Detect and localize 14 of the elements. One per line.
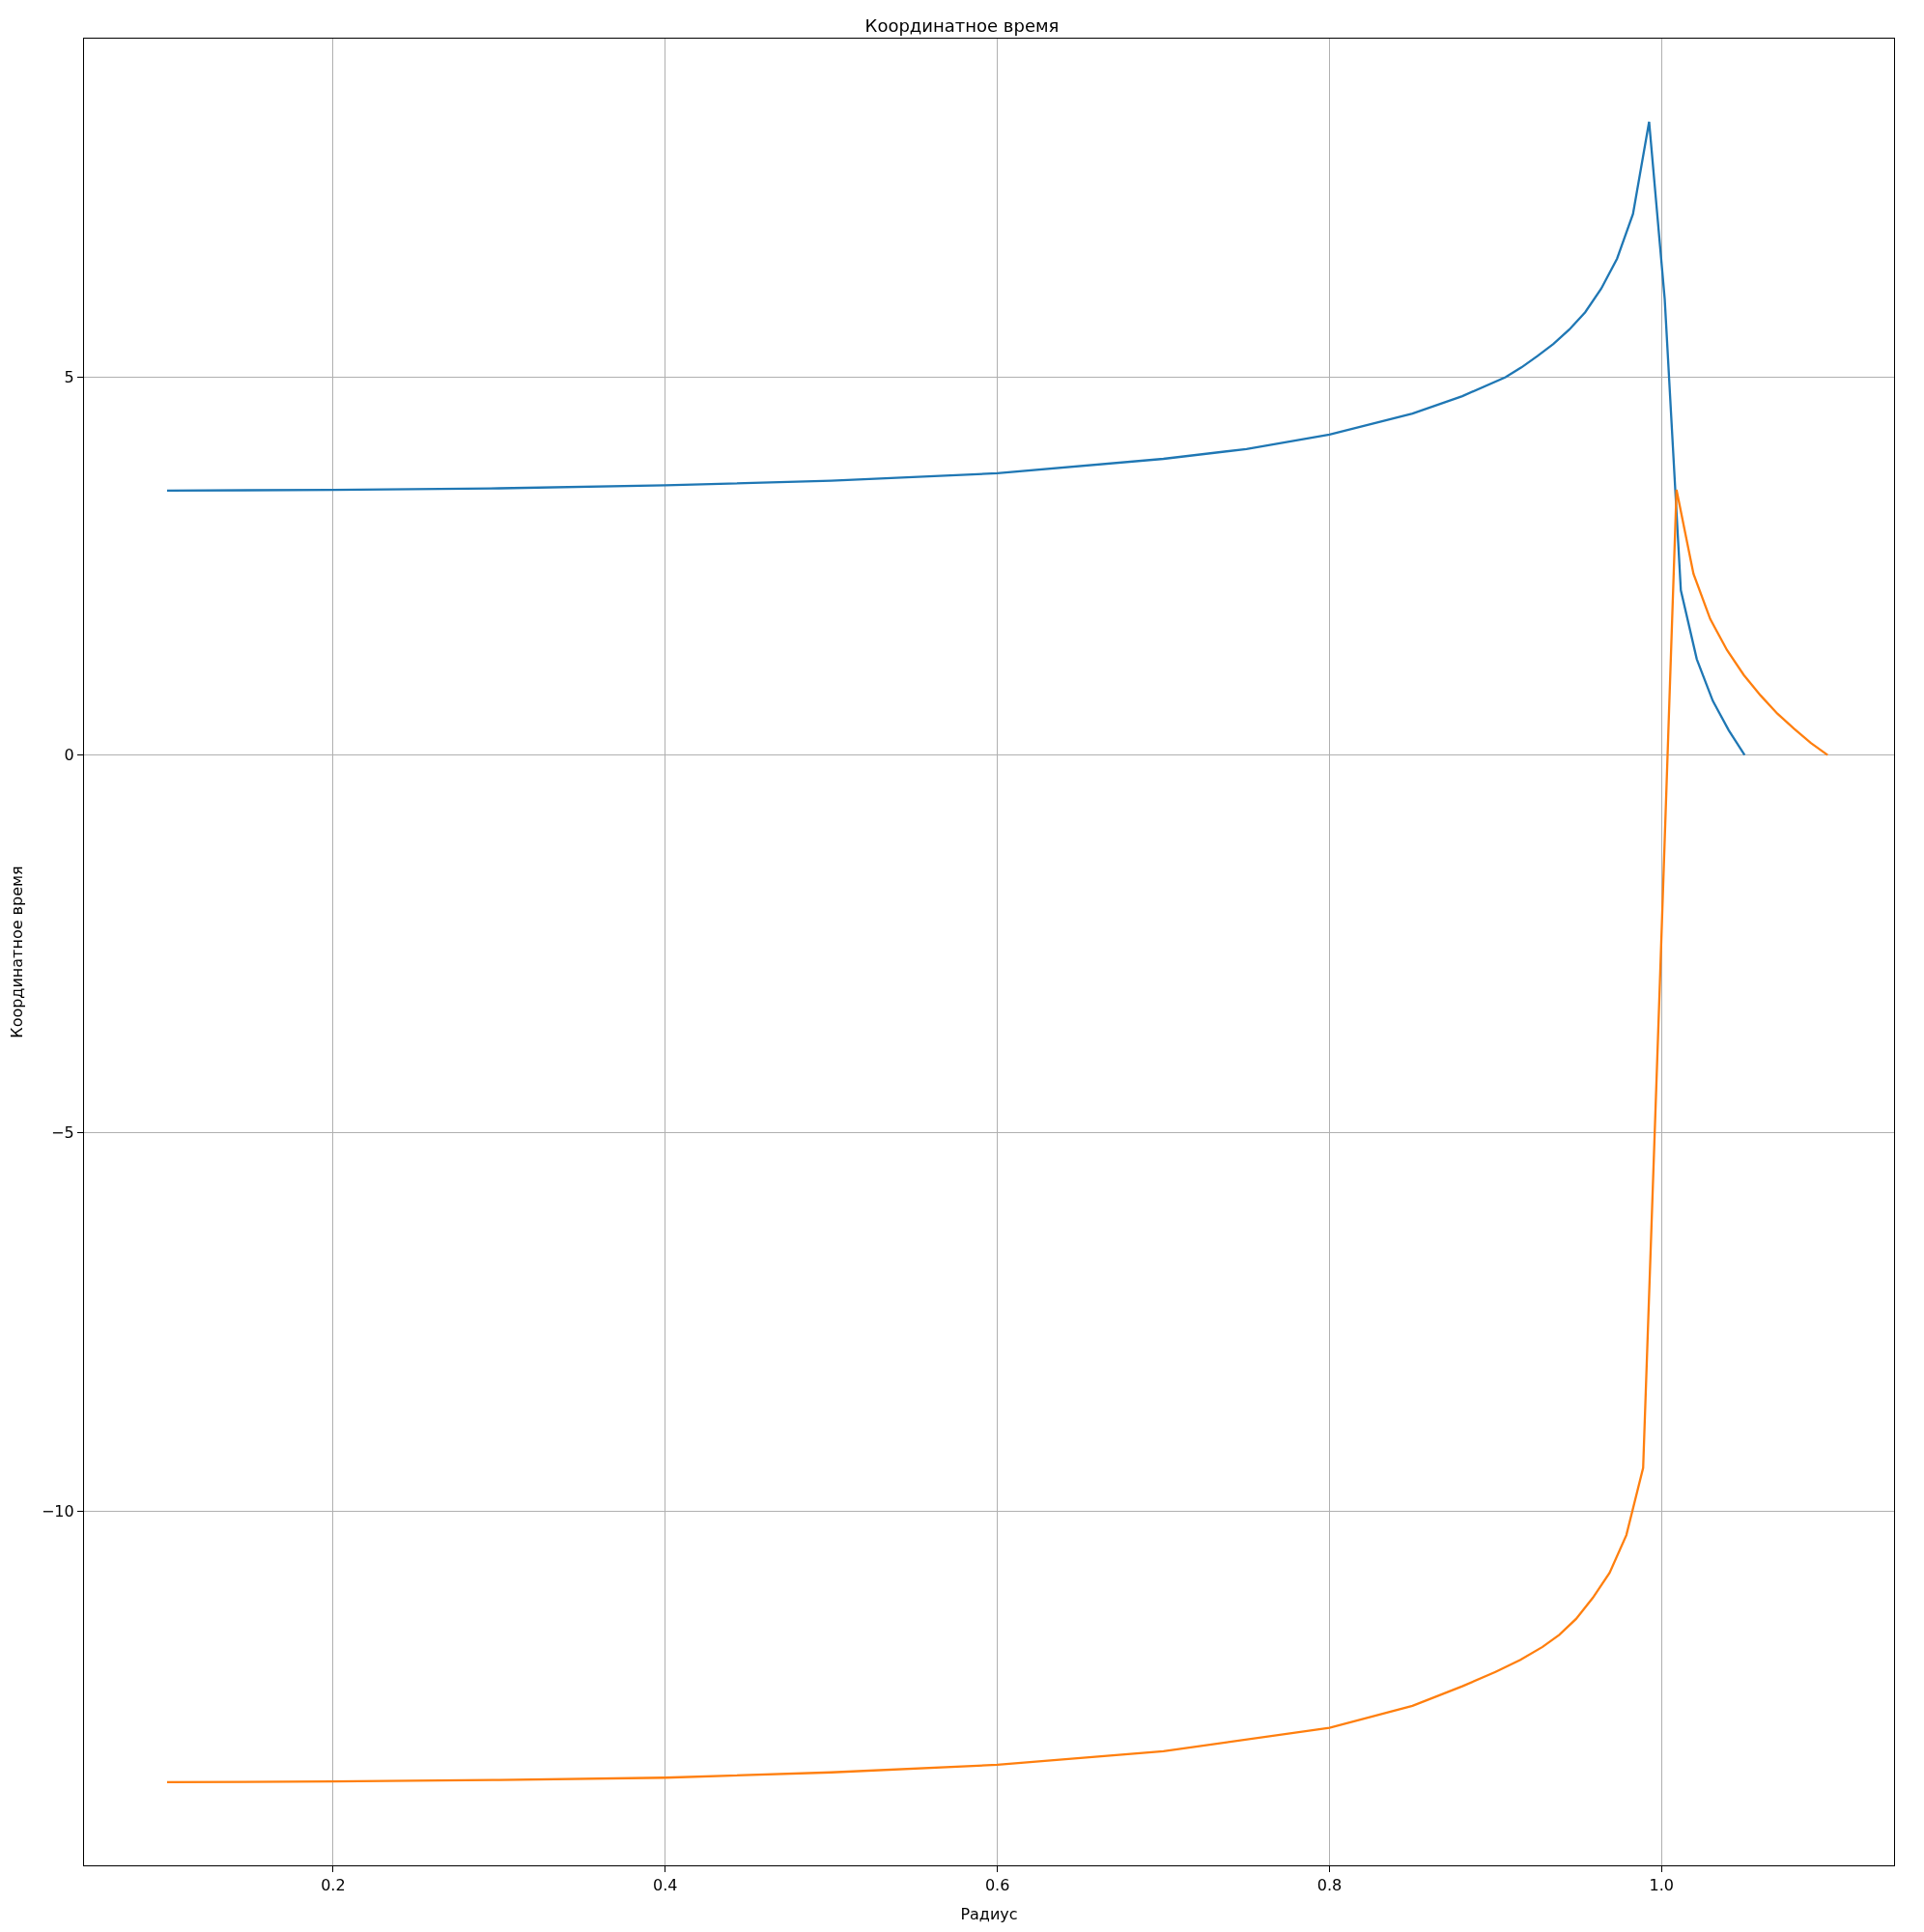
y-tick-label: 0 [64, 746, 74, 765]
x-tick-label: 1.0 [1649, 1876, 1675, 1895]
x-tick-label: 0.4 [653, 1876, 678, 1895]
x-axis-title: Радиус [960, 1905, 1018, 1924]
x-tick-label: 0.6 [984, 1876, 1010, 1895]
y-tick-label: −10 [41, 1501, 74, 1520]
y-axis-title: Координатное время [7, 866, 26, 1038]
y-tick-label: 5 [64, 368, 74, 387]
x-tick-label: 0.2 [321, 1876, 346, 1895]
line-series [165, 488, 1829, 1784]
chart-title: Координатное время [864, 15, 1060, 36]
x-tick-label: 0.8 [1316, 1876, 1343, 1895]
y-tick-label: −5 [51, 1123, 74, 1143]
line-series [165, 120, 1746, 756]
